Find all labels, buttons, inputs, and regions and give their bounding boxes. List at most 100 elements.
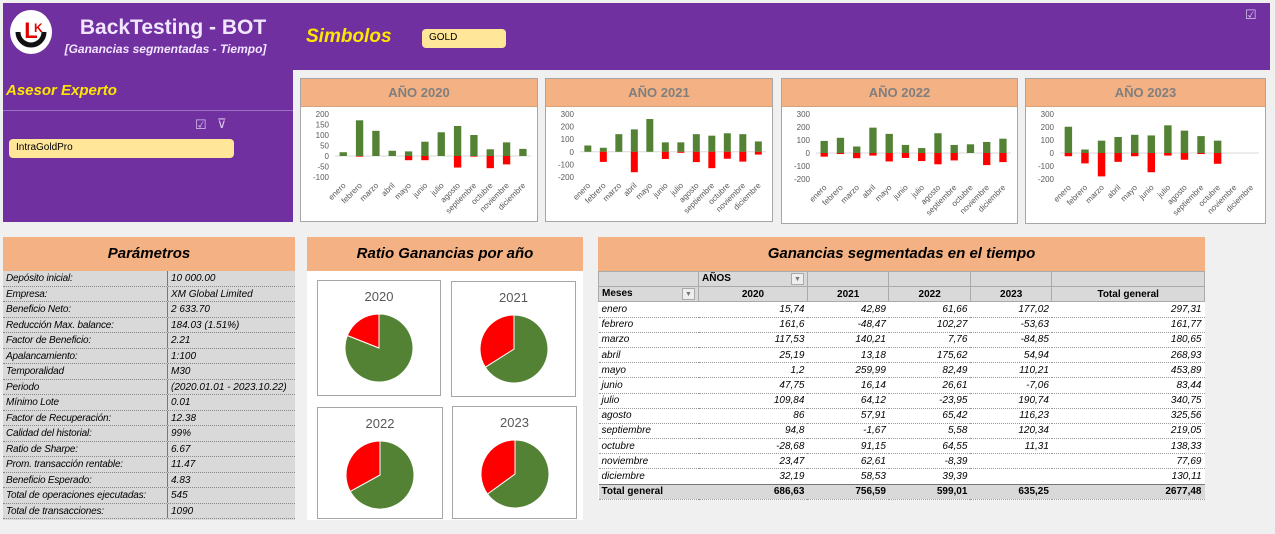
gain-bar [754,141,762,152]
total-cell: 635,25 [970,483,1052,500]
pie-chart-2021[interactable]: 2021 [451,281,576,397]
multi-select-icon[interactable]: ☑ [195,117,207,132]
gain-bar [584,145,592,152]
loss-bar [470,156,478,157]
dropdown-icon[interactable]: ▼ [790,273,804,286]
month-label: abril [598,347,699,364]
expert-slicer-item[interactable]: IntraGoldPro [9,139,234,158]
y-tick-label: 150 [316,121,330,130]
gain-bar [486,149,494,156]
year-chart-2[interactable]: AÑO 2022 -200 -100 0 100 200 300 enero febrero ma… [781,78,1018,224]
parameter-label: Prom. transacción rentable: [3,457,168,472]
cell-value: 64,55 [888,438,971,455]
divider [3,110,293,111]
cell-value: 297,31 [1051,301,1205,318]
total-row: Total general 686,63 756,59 599,01 635,25 267… [598,483,1205,500]
gain-bar [355,120,364,156]
month-label: junio [598,377,699,394]
parameter-row: Periodo (2020.01.01 - 2023.10.22) [3,379,295,395]
cell-value: 190,74 [970,393,1052,409]
month-label: octubre [598,438,699,455]
x-tick-label: mayo [634,181,655,202]
x-tick-label: mayo [393,181,414,202]
row-field-header[interactable]: Meses ▼ [598,286,699,303]
parameters-panel: Parámetros Depósito inicial: 10 000.00 Emp… [3,237,295,520]
pie-title: 2023 [500,415,529,430]
loss-bar [692,151,700,163]
y-tick-label: -200 [1038,175,1055,184]
gain-bar [999,138,1007,153]
loss-bar [869,153,877,156]
header-band [3,3,1270,70]
loss-bar [820,153,828,157]
x-tick-label: marzo [1084,183,1106,205]
parameter-row: Beneficio Neto: 2 633.70 [3,302,295,318]
col-field-header[interactable]: AÑOS ▼ [698,270,808,288]
loss-bar [404,156,413,161]
column-header: 2020 [698,286,808,303]
parameter-row: Ratio de Sharpe: 6.67 [3,441,295,457]
year-chart-0[interactable]: AÑO 2020 -100 -50 0 50 100 150 200 enero febrero m… [300,78,538,222]
pie-chart-2022[interactable]: 2022 [317,407,443,519]
y-tick-label: -200 [794,175,811,184]
gain-bar [983,141,991,153]
gain-bar [692,134,700,152]
cell-value: -8,39 [888,453,971,470]
parameter-label: Beneficio Neto: [3,302,168,317]
gain-bar [1130,134,1139,153]
symbol-slicer-item-gold[interactable]: GOLD [422,29,506,48]
y-tick-label: -50 [317,163,329,172]
parameter-value: 184.03 (1.51%) [171,319,240,331]
cell-value: 5,58 [888,423,971,440]
table-row: agosto 86 57,91 65,42 116,23 325,56 [598,408,1205,424]
dropdown-icon[interactable]: ▼ [682,288,695,301]
app-subtitle: [Ganancias segmentadas - Tiempo] [64,42,267,56]
month-label: marzo [598,332,699,348]
pie-chart-2023[interactable]: 2023 [452,406,577,519]
table-row: mayo 1,2 259,99 82,49 110,21 453,89 [598,362,1205,379]
cell-value: 120,34 [970,423,1052,440]
gain-bar [615,134,623,152]
gain-bar [421,141,429,156]
parameter-value: 12.38 [171,412,197,424]
loss-bar [1197,153,1205,155]
gain-bar [885,133,893,153]
gain-bar [661,142,669,152]
cell-value: 23,47 [698,453,808,470]
year-chart-title: AÑO 2022 [782,79,1017,107]
parameter-label: Mínimo Lote [3,395,168,410]
year-chart-1[interactable]: AÑO 2021 -200 -100 0 100 200 300 enero febrero ma… [545,78,773,222]
gain-bar [836,137,845,153]
clear-filter-icon[interactable]: ⊽ [217,116,227,131]
cell-value: 13,18 [807,347,889,364]
y-tick-label: -100 [313,173,330,182]
cell-value: 11,31 [970,438,1052,455]
gain-bar [677,142,685,152]
y-tick-label: 300 [1041,110,1055,119]
symbols-label: Simbolos [306,26,392,47]
y-tick-label: -100 [794,162,811,171]
cell-value: 32,19 [698,468,808,485]
cell-value: 39,39 [888,468,971,485]
loss-bar [1180,153,1189,160]
cell-value [970,468,1052,485]
pie-chart-2020[interactable]: 2020 [317,280,441,396]
app-title: BackTesting - BOT [79,16,267,39]
cell-value: 175,62 [888,347,971,364]
parameter-value: 1090 [171,505,194,517]
parameter-row: Mínimo Lote 0.01 [3,395,295,411]
gain-bar [1097,140,1106,153]
multi-select-icon[interactable]: ☑ [1245,7,1257,22]
parameters-title: Parámetros [3,237,295,271]
table-row: noviembre 23,47 62,61 -8,39 77,69 [598,453,1205,470]
parameter-row: Factor de Beneficio: 2.21 [3,333,295,349]
parameter-value: 0.01 [171,397,191,408]
total-cell: 686,63 [698,483,808,500]
month-label: enero [598,301,699,318]
y-tick-label: 0 [806,149,811,158]
cell-value: -7,06 [970,377,1052,394]
loss-bar [502,156,511,165]
year-chart-3[interactable]: AÑO 2023 -200 -100 0 100 200 300 enero febrero ma… [1025,78,1266,224]
loss-bar [1130,153,1139,157]
y-tick-label: 50 [320,142,329,151]
